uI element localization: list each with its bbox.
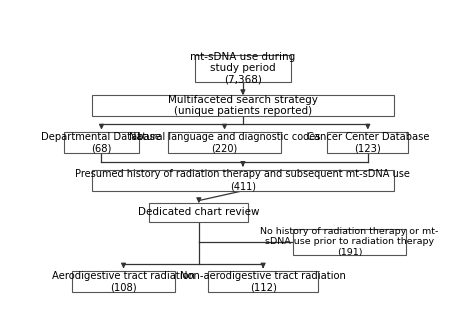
FancyBboxPatch shape — [64, 132, 139, 154]
Text: Multifaceted search strategy
(unique patients reported): Multifaceted search strategy (unique pat… — [168, 95, 318, 117]
Text: Dedicated chart review: Dedicated chart review — [138, 207, 260, 217]
FancyBboxPatch shape — [168, 132, 282, 154]
Text: Cancer Center Database
(123): Cancer Center Database (123) — [307, 132, 429, 154]
FancyBboxPatch shape — [328, 132, 408, 154]
Text: Non-aerodigestive tract radiation
(112): Non-aerodigestive tract radiation (112) — [180, 271, 346, 293]
FancyBboxPatch shape — [72, 271, 175, 292]
FancyBboxPatch shape — [92, 170, 393, 191]
FancyBboxPatch shape — [92, 95, 393, 116]
Text: No history of radiation therapy or mt-
sDNA use prior to radiation therapy
(191): No history of radiation therapy or mt- s… — [260, 227, 438, 257]
Text: Departmental Database
(68): Departmental Database (68) — [42, 132, 162, 154]
Text: Natural language and diagnostic codes
(220): Natural language and diagnostic codes (2… — [129, 132, 320, 154]
FancyBboxPatch shape — [195, 55, 291, 82]
Text: mt-sDNA use during
study period
(7,368): mt-sDNA use during study period (7,368) — [190, 52, 296, 85]
FancyBboxPatch shape — [208, 271, 318, 292]
Text: Presumed history of radiation therapy and subsequent mt-sDNA use
(411): Presumed history of radiation therapy an… — [75, 169, 410, 191]
FancyBboxPatch shape — [149, 203, 248, 222]
Text: Aerodigestive tract radiation
(108): Aerodigestive tract radiation (108) — [52, 271, 195, 293]
FancyBboxPatch shape — [292, 229, 406, 255]
